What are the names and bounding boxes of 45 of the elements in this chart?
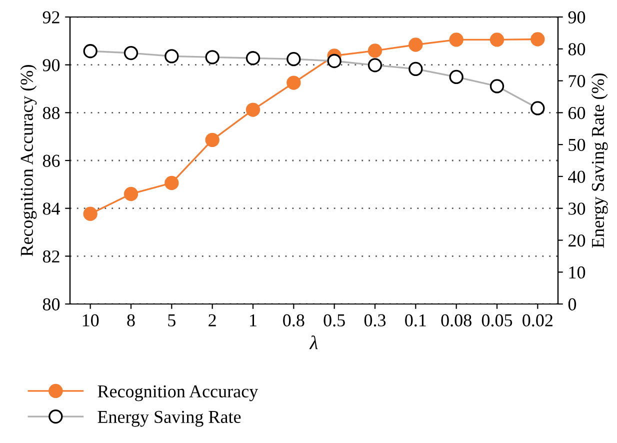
y-tick-label: 88	[42, 106, 60, 120]
point	[408, 38, 423, 52]
point	[286, 76, 301, 90]
legend-label: Recognition Accuracy	[98, 385, 258, 402]
y-tick-label: 86	[42, 154, 60, 167]
x-tick-label: 0.1	[405, 314, 426, 327]
x-tick-label: 10	[82, 314, 99, 326]
y-tick-label: 90	[42, 59, 60, 72]
y2-tick-label: 0	[568, 298, 576, 310]
y2-tick-label: 60	[568, 106, 586, 120]
y2-tick-label: 90	[568, 11, 586, 24]
x-tick-label: 1	[250, 314, 256, 326]
y2-tick-label: 70	[568, 75, 586, 88]
point	[124, 186, 138, 202]
y2-axis-title: Energy Saving Rate (%)	[591, 73, 608, 248]
point	[530, 32, 545, 46]
y2-tick-label: 80	[568, 43, 586, 56]
y2-tick-label: 10	[569, 266, 586, 279]
y-axis-title: Recognition Accuracy (%)	[20, 65, 37, 256]
point	[246, 102, 260, 117]
y-tick-label: 84	[42, 202, 60, 215]
point	[205, 132, 220, 148]
x-tick-label: 0.3	[364, 314, 386, 327]
x-axis-title: λ	[309, 335, 318, 350]
x-tick-label: 0.5	[324, 314, 345, 327]
y-tick-label: 82	[42, 250, 60, 263]
y2-tick-label: 30	[568, 202, 586, 215]
y2-tick-label: 50	[568, 138, 586, 151]
point	[83, 206, 98, 221]
x-tick-label: 8	[127, 314, 135, 326]
point	[490, 32, 504, 47]
y-tick-label: 80	[42, 298, 60, 310]
x-tick-label: 5	[168, 314, 176, 326]
point	[368, 44, 382, 58]
point	[449, 32, 464, 47]
x-tick-label: 0.8	[283, 314, 304, 327]
y2-tick-label: 40	[568, 170, 586, 183]
point	[164, 176, 179, 190]
y2-tick-label: 20	[568, 234, 586, 247]
x-tick-label: 0.05	[482, 314, 512, 327]
legend-label: Energy Saving Rate	[98, 410, 241, 427]
y-tick-label: 92	[42, 11, 60, 24]
x-tick-label: 0.08	[441, 314, 472, 327]
x-tick-label: 2	[208, 314, 216, 326]
x-tick-label: 0.02	[522, 314, 552, 327]
